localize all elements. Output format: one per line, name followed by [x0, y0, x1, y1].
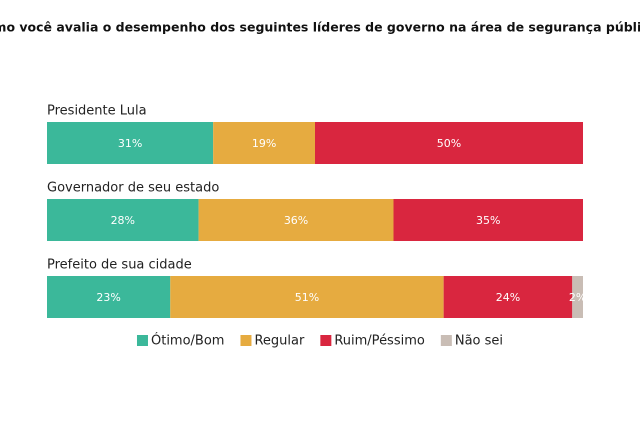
value-label: 35% [476, 214, 500, 227]
chart-title: Como você avalia o desempenho dos seguin… [0, 20, 640, 35]
bar-segment [443, 276, 573, 318]
legend-label: Ruim/Péssimo [334, 334, 425, 349]
value-label: 28% [111, 214, 135, 227]
bar-segment [47, 122, 214, 164]
legend-label: Ótimo/Bom [151, 333, 224, 349]
legend-label: Regular [254, 334, 305, 349]
bar-segment [315, 122, 583, 164]
bar-segment [572, 276, 583, 318]
legend-label: Não sei [455, 334, 503, 349]
legend-swatch [440, 335, 452, 346]
value-label: 50% [437, 137, 461, 150]
value-label: 2% [569, 291, 586, 304]
bar-segment [47, 276, 171, 318]
value-label: 24% [496, 291, 520, 304]
bar-segment [170, 276, 444, 318]
legend-swatch [240, 335, 252, 346]
value-label: 51% [295, 291, 319, 304]
bar-segment [213, 122, 315, 164]
bar-segment [47, 199, 199, 241]
bar-segment [393, 199, 583, 241]
value-label: 23% [96, 291, 120, 304]
value-label: 36% [284, 214, 308, 227]
category-label: Presidente Lula [47, 104, 147, 119]
legend-swatch [320, 335, 332, 346]
value-label: 31% [118, 137, 142, 150]
value-label: 19% [252, 137, 276, 150]
category-label: Governador de seu estado [47, 181, 219, 196]
category-label: Prefeito de sua cidade [47, 258, 192, 273]
bar-segment [198, 199, 394, 241]
legend-swatch [136, 335, 148, 346]
